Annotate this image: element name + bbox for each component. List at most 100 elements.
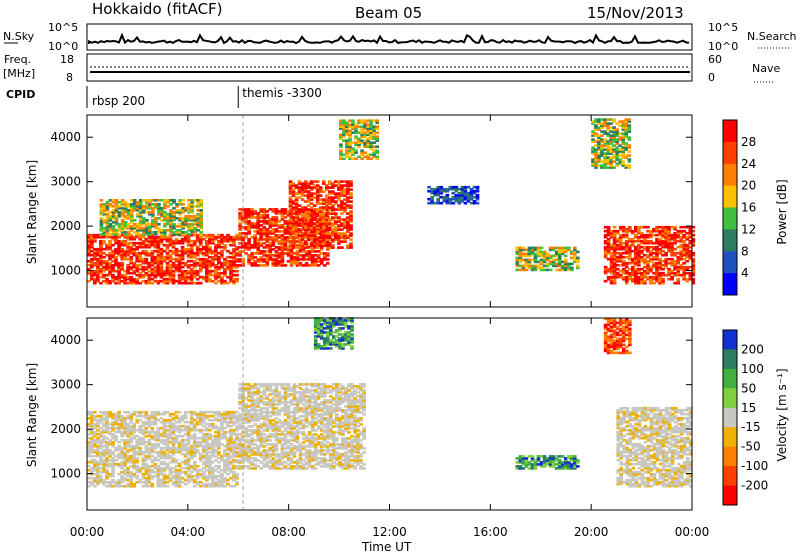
heatmap-cell-7 xyxy=(676,265,681,269)
heatmap-cell-2 xyxy=(343,226,347,229)
heatmap-cell-0 xyxy=(126,253,130,257)
heatmap-cell-0 xyxy=(214,255,218,259)
heatmap-cell-3 xyxy=(108,219,113,222)
heatmap-cell-7 xyxy=(628,247,632,251)
heatmap-cell-2 xyxy=(340,228,344,231)
heatmap-cell-1 xyxy=(259,224,264,227)
heatmap-cell-4 xyxy=(366,123,370,126)
heatmap-cell-0 xyxy=(195,414,200,418)
heatmap-cell-2 xyxy=(346,234,350,237)
heatmap-cell-0 xyxy=(186,474,191,478)
heatmap-cell-3 xyxy=(129,211,134,214)
heatmap-cell-0 xyxy=(171,428,176,432)
heatmap-cell-0 xyxy=(108,480,112,484)
heatmap-cell-0 xyxy=(195,474,200,478)
heatmap-cell-0 xyxy=(117,249,121,253)
heatmap-cell-1 xyxy=(244,222,248,225)
heatmap-cell-0 xyxy=(87,279,91,283)
heatmap-cell-0 xyxy=(156,482,161,486)
heatmap-cell-5 xyxy=(460,189,465,193)
heatmap-cell-8 xyxy=(627,158,632,161)
heatmap-cell-1 xyxy=(238,254,242,257)
heatmap-cell-7 xyxy=(646,277,650,281)
heatmap-cell-0 xyxy=(177,430,182,434)
heatmap-cell-8 xyxy=(621,126,626,129)
heatmap-cell-0 xyxy=(214,480,218,484)
heatmap-cell-1 xyxy=(310,216,315,219)
heatmap-cell-3 xyxy=(187,217,191,220)
heatmap-cell-0 xyxy=(120,273,124,277)
heatmap-cell-3 xyxy=(117,227,122,230)
heatmap-cell-1 xyxy=(322,254,327,257)
heatmap-cell-0 xyxy=(105,426,109,430)
heatmap-cell-0 xyxy=(96,482,100,486)
heatmap-cell-0 xyxy=(114,416,118,420)
heatmap-cell-2 xyxy=(321,182,326,185)
heatmap-cell-3 xyxy=(190,229,195,232)
heatmap-cell-1 xyxy=(277,212,282,215)
heatmap-cell-7 xyxy=(670,237,674,241)
heatmap-cell-2 xyxy=(334,208,338,211)
heatmap-cell-4 xyxy=(366,137,370,140)
heatmap-cell-0 xyxy=(165,454,170,458)
heatmap-cell-3 xyxy=(193,223,198,226)
heatmap-cell-2 xyxy=(349,226,353,229)
heatmap-cell-0 xyxy=(165,239,170,243)
heatmap-cell-0 xyxy=(177,444,182,448)
heatmap-cell-0 xyxy=(132,277,137,281)
heatmap-cell-0 xyxy=(214,243,218,247)
heatmap-cell-0 xyxy=(123,281,127,285)
heatmap-cell-3 xyxy=(175,229,179,232)
heatmap-cell-3 xyxy=(129,215,134,218)
heatmap-cell-0 xyxy=(171,456,176,460)
heatmap-cell-7 xyxy=(640,273,644,277)
heatmap-cell-1 xyxy=(286,252,291,255)
heatmap-cell-0 xyxy=(220,235,224,239)
heatmap-cell-0 xyxy=(214,476,218,480)
heatmap-cell-3 xyxy=(105,215,110,218)
heatmap-cell-1 xyxy=(256,220,261,223)
heatmap-cell-3 xyxy=(135,205,140,208)
heatmap-cell-0 xyxy=(162,478,167,482)
heatmap-cell-0 xyxy=(156,412,161,416)
heatmap-cell-0 xyxy=(102,466,106,470)
heatmap-cell-6 xyxy=(527,254,532,258)
heatmap-cell-0 xyxy=(174,247,179,251)
heatmap-cell-8 xyxy=(594,144,598,147)
heatmap-cell-0 xyxy=(99,434,103,438)
heatmap-cell-0 xyxy=(147,470,152,474)
heatmap-cell-7 xyxy=(670,261,674,265)
heatmap-cell-2 xyxy=(297,210,302,213)
heatmap-cell-7 xyxy=(631,259,635,263)
heatmap-cell-0 xyxy=(214,251,218,255)
heatmap-cell-0 xyxy=(202,436,206,440)
heatmap-cell-1 xyxy=(268,248,273,251)
heatmap-cell-3 xyxy=(151,203,155,206)
heatmap-cell-0 xyxy=(147,275,152,279)
heatmap-cell-8 xyxy=(615,162,620,165)
heatmap-cell-0 xyxy=(159,440,164,444)
heatmap-cell-4 xyxy=(360,149,364,152)
heatmap-cell-7 xyxy=(621,267,626,271)
heatmap-cell-8 xyxy=(606,124,610,127)
heatmap-cell-0 xyxy=(226,468,230,472)
heatmap-cell-0 xyxy=(183,261,188,265)
heatmap-cell-1 xyxy=(313,210,318,213)
heatmap-cell-0 xyxy=(117,440,121,444)
heatmap-cell-0 xyxy=(126,251,130,255)
heatmap-cell-1 xyxy=(322,264,327,267)
heatmap-cell-0 xyxy=(132,454,137,458)
heatmap-cell-0 xyxy=(144,446,149,450)
heatmap-cell-3 xyxy=(178,225,182,228)
heatmap-cell-7 xyxy=(655,255,659,259)
heatmap-cell-0 xyxy=(189,478,194,482)
heatmap-cell-0 xyxy=(153,434,158,438)
heatmap-cell-0 xyxy=(183,466,188,470)
heatmap-cell-0 xyxy=(214,458,218,462)
heatmap-cell-0 xyxy=(205,277,209,281)
heatmap-cell-1 xyxy=(283,244,288,247)
heatmap-cell-8 xyxy=(618,162,623,165)
heatmap-cell-0 xyxy=(229,412,233,416)
heatmap-cell-6 xyxy=(515,264,520,268)
heatmap-cell-2 xyxy=(349,228,353,231)
